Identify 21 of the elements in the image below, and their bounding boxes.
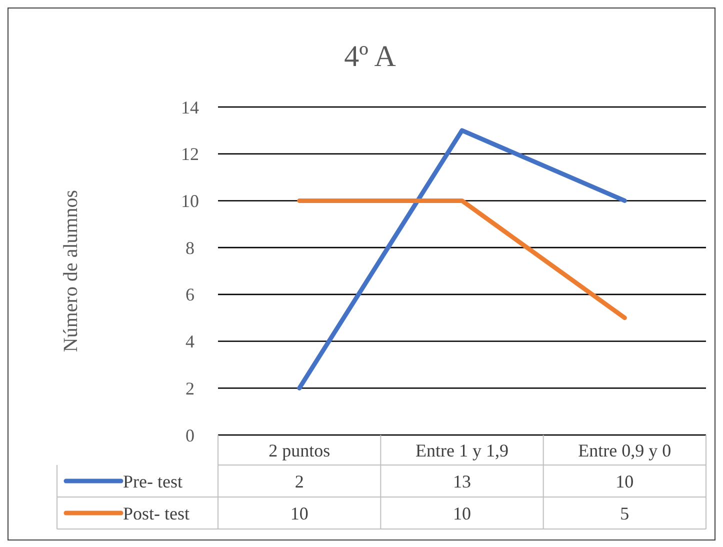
y-tick-label: 2 xyxy=(186,378,194,398)
x-tick-label: Entre 0,9 y 0 xyxy=(578,440,672,460)
data-label: 2 xyxy=(294,471,304,492)
data-label: 10 xyxy=(290,503,308,524)
y-tick-label: 4 xyxy=(186,332,194,352)
y-tick-label: 14 xyxy=(181,97,199,118)
x-tick-label: Entre 1 y 1,9 xyxy=(416,440,508,460)
x-tick-label: 2 puntos xyxy=(268,440,330,460)
legend-label: Pre- test xyxy=(123,471,182,492)
legend-label: Post- test xyxy=(123,503,190,524)
chart-title: 4º A xyxy=(344,40,396,73)
y-tick-label: 10 xyxy=(181,191,199,212)
data-label: 10 xyxy=(453,503,471,524)
data-label: 13 xyxy=(453,471,471,492)
data-label: 5 xyxy=(620,503,630,524)
y-axis-title: Número de alumnos xyxy=(60,190,82,352)
data-label: 10 xyxy=(616,471,634,492)
y-tick-label: 12 xyxy=(181,144,199,164)
y-tick-label: 0 xyxy=(186,425,194,446)
y-tick-label: 8 xyxy=(186,238,194,258)
y-tick-label: 6 xyxy=(186,284,194,305)
